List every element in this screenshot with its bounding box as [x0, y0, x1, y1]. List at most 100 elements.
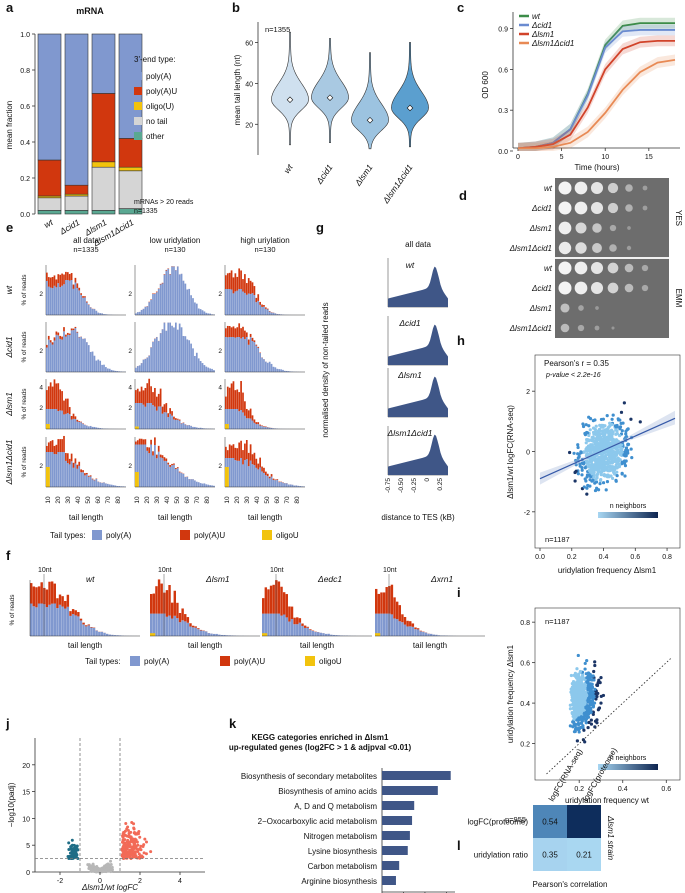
e-hist-polyA [182, 280, 185, 315]
e-hist-polyA [272, 366, 275, 372]
e-hist-polyA [184, 424, 187, 429]
e-hist-polyA [82, 297, 84, 315]
e-xtick-label: 60 [95, 496, 102, 504]
f-hist-polyAU [170, 602, 174, 619]
e-ytick-label: 2 [39, 405, 43, 412]
e-hist-polyA [192, 298, 194, 315]
j-point-down [72, 853, 76, 857]
e-hist-polyA [205, 312, 208, 315]
f-hist-polyAU [87, 624, 91, 626]
j-point-up [133, 844, 137, 848]
f-hist-polyAU [395, 601, 399, 620]
b-ylabel: mean tail length (nt) [233, 54, 242, 125]
h-point [572, 451, 576, 455]
e-hist-polyA [263, 472, 265, 487]
e-hist-polyAU [57, 332, 60, 336]
j-point [100, 869, 104, 873]
e-hist-polyAU [57, 383, 60, 412]
e-hist-polyA [47, 339, 50, 372]
e-hist-polyA [161, 329, 164, 372]
i-colorbar [598, 764, 658, 770]
e-hist-polyA [120, 486, 122, 487]
e-hist-polyA [72, 330, 75, 372]
c-xtick-label: 5 [560, 154, 564, 161]
e-hist-polyAU [82, 470, 84, 473]
d-row-label: wt [544, 184, 553, 193]
e-hist-polyAU [247, 452, 250, 467]
e-hist-polyAU [78, 287, 81, 291]
h-point [580, 468, 584, 472]
e-hist-polyA [266, 427, 269, 429]
h-point [602, 469, 606, 473]
e-hist-polyA [192, 479, 194, 487]
f-hist-polyA [61, 606, 64, 636]
e-hist-polyAU [265, 471, 267, 476]
h-ci-band [540, 410, 675, 485]
f-hist-polyA [85, 626, 88, 636]
f-hist-polyA [262, 613, 265, 636]
panel-label-g: g [316, 220, 324, 235]
e-hist-polyA [146, 357, 149, 372]
e-hist-polyAU [173, 416, 175, 420]
f-hist-polyA [403, 624, 407, 636]
e-xlabel: tail length [248, 513, 282, 522]
f-hist-polyAU [37, 586, 41, 604]
j-point [90, 864, 94, 868]
panel-label-j: j [5, 716, 10, 731]
e-xlabel: tail length [69, 513, 103, 522]
i-point [575, 667, 579, 671]
c-xtick-label: 0 [516, 154, 520, 161]
e-hist-polyAU [242, 279, 244, 292]
a-legend-swatch [134, 102, 142, 110]
e-hist-polyA [244, 338, 246, 372]
j-ytick-label: 20 [22, 763, 30, 770]
c-ytick-label: 0.3 [498, 108, 508, 115]
d-colony-spot [607, 282, 619, 294]
e-hist-polyAU [78, 421, 81, 423]
f-hist-polyAU [165, 590, 169, 617]
e-hist-polyA [55, 454, 58, 487]
e-hist-polyA [265, 308, 267, 315]
e-hist-polyAU [245, 408, 248, 419]
i-point [593, 660, 597, 664]
e-hist-polyA [91, 308, 94, 315]
e-hist-polyAU [49, 441, 52, 452]
e-hist-polyAU [61, 391, 63, 411]
e-hist-polyA [182, 422, 185, 429]
d-row-label: Δlsm1Δcid1 [509, 324, 552, 333]
f-hist-polyAU [184, 614, 187, 622]
e-hist-polyA [207, 484, 210, 487]
e-ytick-label: 2 [39, 291, 43, 298]
k-category-label: Lysine biosynthesis [308, 847, 377, 856]
f-hist-polyA [327, 633, 330, 636]
e-hist-polyA [272, 312, 275, 315]
e-hist-polyA [280, 369, 282, 372]
f-hist-polyAU [285, 594, 288, 618]
e-col-n: n=130 [164, 245, 185, 254]
e-hist-polyA [245, 337, 248, 372]
f-legend-item: oligoU [319, 657, 342, 666]
i-point [590, 692, 594, 696]
e-hist-polyAU [68, 458, 71, 465]
f-hist-polyA [319, 632, 323, 636]
h-point [605, 436, 609, 440]
f-hist-polyA [288, 621, 291, 636]
j-point [109, 870, 113, 874]
i-point [574, 683, 578, 687]
h-point [599, 464, 603, 469]
h-point [613, 453, 617, 457]
e-hist-polyA [178, 420, 181, 429]
e-hist-polyA [63, 414, 65, 429]
e-hist-polyA [51, 409, 54, 429]
h-point [616, 417, 620, 421]
e-hist-polyA [242, 291, 244, 315]
e-xtick-label: 20 [55, 496, 62, 504]
l-cell-value: 0.21 [576, 851, 592, 860]
e-hist-polyAU [74, 458, 77, 464]
h-ytick-label: 0 [526, 450, 530, 457]
e-hist-polyAU [46, 344, 48, 348]
e-row-label: wt [4, 285, 14, 294]
l-col-label: logFC(RNA-seq) [547, 747, 585, 803]
i-point [571, 720, 575, 724]
d-colony-spot [577, 324, 585, 332]
